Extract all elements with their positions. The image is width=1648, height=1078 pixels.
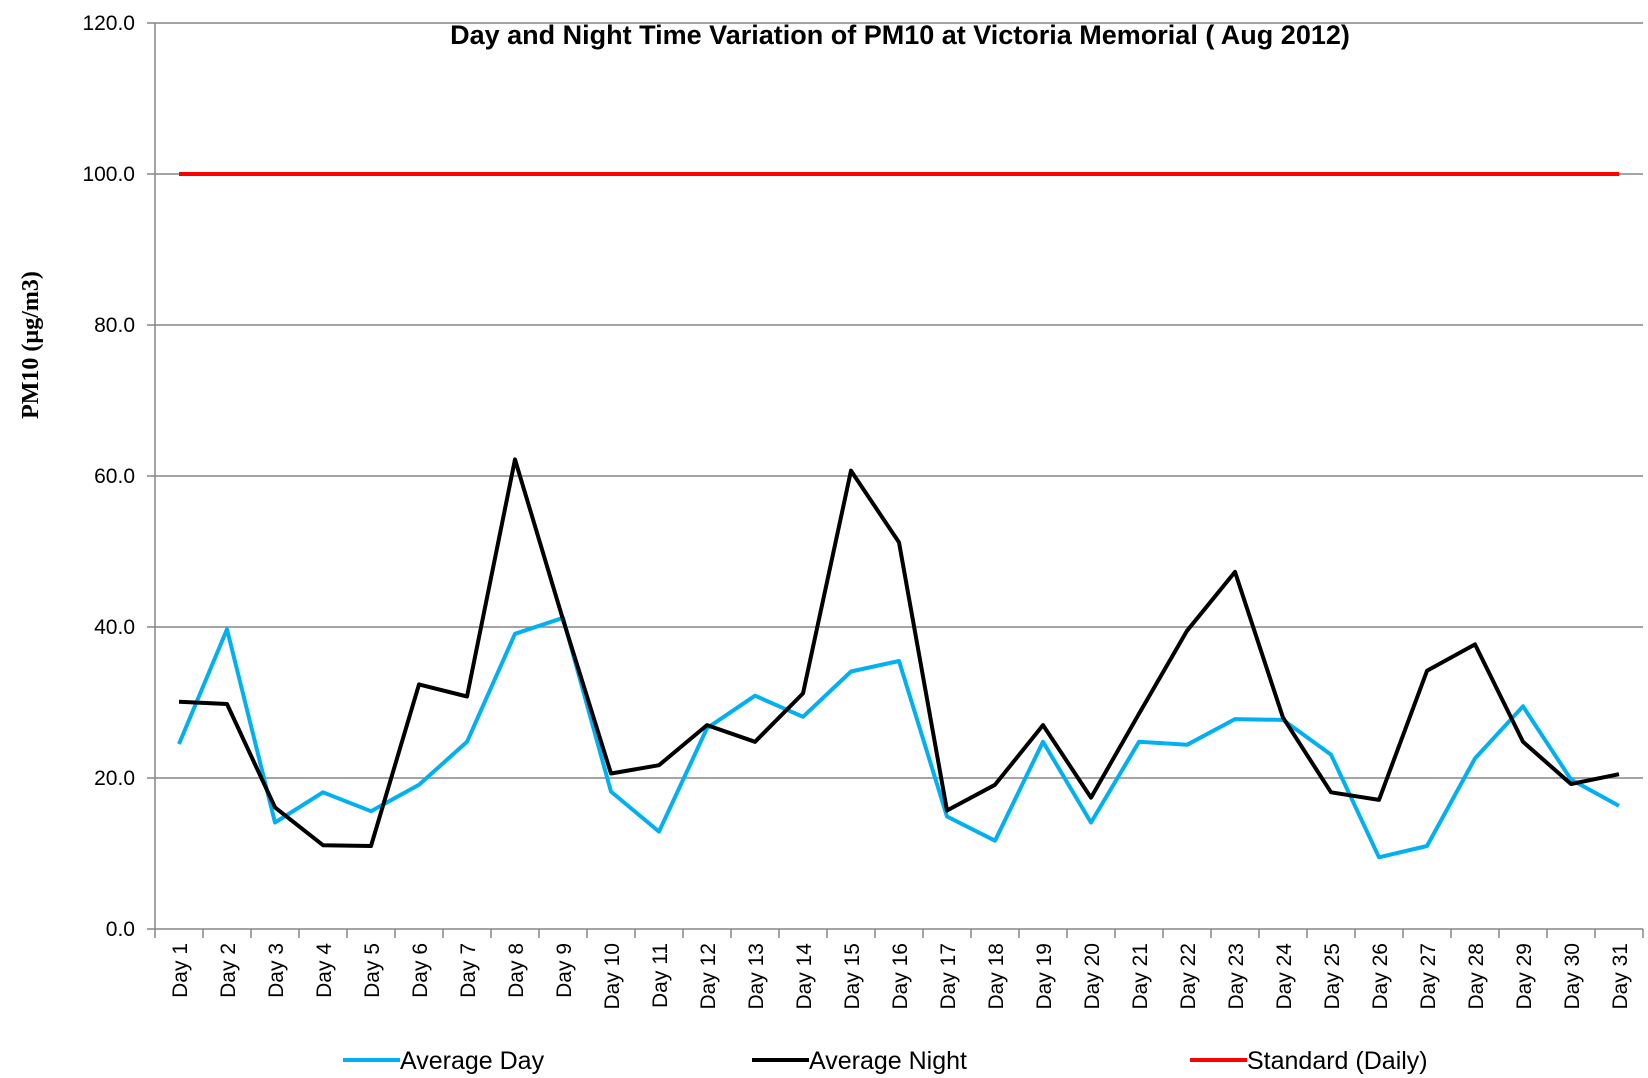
x-tick-label: Day 7 [457,943,480,998]
x-tick-label: Day 11 [649,943,672,1008]
x-tick-label: Day 4 [313,943,336,998]
y-tick-label: 20.0 [94,767,135,790]
legend-label: Standard (Daily) [1247,1047,1428,1075]
x-tick-label: Day 9 [553,943,576,998]
x-tick-label: Day 24 [1273,943,1296,1010]
x-tick-label: Day 19 [1033,943,1056,1010]
x-tick-label: Day 27 [1417,943,1440,1010]
x-tick-label: Day 14 [793,943,816,1010]
x-tick-label: Day 12 [697,943,720,1010]
y-tick-label: 120.0 [82,12,135,35]
x-tick-label: Day 16 [889,943,912,1010]
x-tick-label: Day 28 [1465,943,1488,1010]
x-tick-label: Day 17 [937,943,960,1010]
x-tick-label: Day 15 [841,943,864,1010]
x-tick-label: Day 29 [1513,943,1536,1010]
x-tick-label: Day 10 [601,943,624,1010]
legend-label: Average Day [400,1047,545,1075]
y-tick-label: 40.0 [94,616,135,639]
x-tick-label: Day 25 [1321,943,1344,1010]
x-tick-label: Day 31 [1609,943,1632,1010]
y-tick-label: 100.0 [82,163,135,186]
chart-title: Day and Night Time Variation of PM10 at … [450,20,1350,50]
x-tick-label: Day 23 [1225,943,1248,1010]
x-tick-label: Day 5 [361,943,384,998]
y-tick-label: 60.0 [94,465,135,488]
x-tick-label: Day 13 [745,943,768,1010]
x-tick-label: Day 20 [1081,943,1104,1010]
y-tick-label: 0.0 [106,918,135,941]
x-tick-label: Day 21 [1129,943,1152,1010]
x-tick-label: Day 3 [265,943,288,998]
x-tick-label: Day 6 [409,943,432,998]
x-tick-label: Day 18 [985,943,1008,1010]
series-line [177,615,1620,860]
x-tick-label: Day 8 [505,943,528,998]
x-tick-label: Day 1 [169,943,192,998]
x-tick-label: Day 30 [1561,943,1584,1010]
y-tick-label: 80.0 [94,314,135,337]
y-axis-label: PM10 (µg/m3) [18,271,44,419]
legend-label: Average Night [809,1047,967,1075]
series-line [178,457,1620,848]
x-tick-label: Day 26 [1369,943,1392,1010]
x-tick-label: Day 2 [217,943,240,998]
x-tick-label: Day 22 [1177,943,1200,1010]
